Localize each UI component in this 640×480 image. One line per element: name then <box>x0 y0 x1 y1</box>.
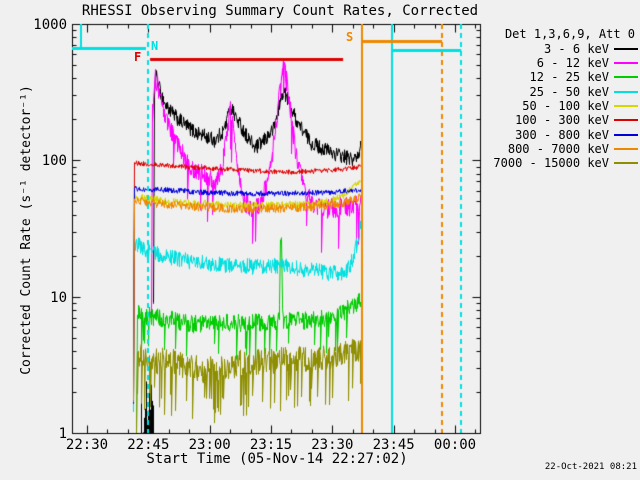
legend-item: 100 - 300 keV <box>468 113 638 127</box>
creation-timestamp: 22-Oct-2021 08:21 <box>544 462 637 472</box>
x-tick-label: 00:00 <box>433 437 477 453</box>
legend-line-swatch <box>614 47 638 50</box>
legend-line-swatch <box>614 162 638 165</box>
legend-line-swatch <box>614 119 638 122</box>
legend-line-swatch <box>614 90 638 93</box>
legend-item: 12 - 25 keV <box>468 70 638 84</box>
legend-item-label: 12 - 25 keV <box>529 70 609 85</box>
y-tick-label: 1000 <box>33 17 67 33</box>
y-axis-label: Corrected Count Rate (s⁻¹ detector⁻¹) <box>19 85 34 375</box>
x-tick-label: 23:45 <box>372 437 415 453</box>
legend-line-swatch <box>614 133 638 136</box>
x-tick-label: 23:30 <box>311 437 354 453</box>
flag-label-s: S <box>346 30 354 44</box>
x-axis-label: Start Time (05-Nov-14 22:27:02) <box>146 451 408 467</box>
legend: Det 1,3,6,9, Att 0 3 - 6 keV 6 - 12 keV 12… <box>468 27 638 170</box>
legend-item-label: 3 - 6 keV <box>543 41 609 56</box>
flag-label-n: N <box>151 39 159 53</box>
legend-line-swatch <box>614 104 638 107</box>
legend-item-label: 800 - 7000 keV <box>507 141 609 156</box>
y-tick-label: 10 <box>50 289 67 306</box>
legend-item: 50 - 100 keV <box>468 99 638 113</box>
legend-item: 800 - 7000 keV <box>468 142 638 156</box>
legend-line-swatch <box>614 61 638 64</box>
legend-item-label: 25 - 50 keV <box>529 84 609 99</box>
x-tick-label: 23:00 <box>188 437 231 453</box>
legend-item-label: 300 - 800 keV <box>515 127 609 142</box>
legend-item-label: 7000 - 15000 keV <box>493 156 609 171</box>
legend-item-label: 100 - 300 keV <box>515 113 609 128</box>
legend-item: 300 - 800 keV <box>468 127 638 142</box>
legend-item-label: 6 - 12 keV <box>536 55 609 70</box>
legend-item: 6 - 12 keV <box>468 56 638 70</box>
legend-item-label: 50 - 100 keV <box>522 98 609 113</box>
legend-item: 3 - 6 keV <box>468 41 638 56</box>
x-tick-label: 23:15 <box>249 437 293 453</box>
y-tick-label: 100 <box>41 153 67 170</box>
y-tick-label: 1 <box>58 426 67 442</box>
flag-label-f: F <box>134 50 142 64</box>
x-tick-label: 22:45 <box>127 437 170 453</box>
legend-header: Det 1,3,6,9, Att 0 <box>504 27 635 42</box>
chart-title: RHESSI Observing Summary Count Rates, Co… <box>81 3 479 19</box>
legend-item: 7000 - 15000 keV <box>468 156 638 170</box>
legend-line-swatch <box>614 147 638 150</box>
legend-line-swatch <box>614 76 638 79</box>
legend-item: 25 - 50 keV <box>468 84 638 99</box>
x-tick-label: 22:30 <box>65 437 109 453</box>
